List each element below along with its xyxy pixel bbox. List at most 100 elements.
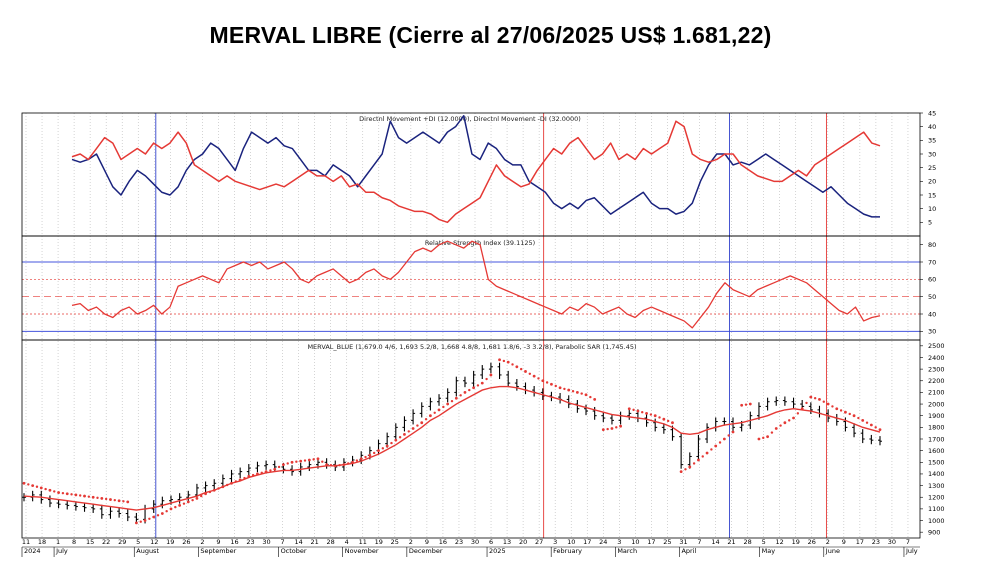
parabolic-sar-dot bbox=[295, 460, 298, 463]
parabolic-sar-dot bbox=[558, 386, 562, 390]
parabolic-sar-dot bbox=[152, 515, 156, 519]
parabolic-sar-dot bbox=[74, 493, 78, 497]
parabolic-sar-dot bbox=[117, 499, 121, 503]
price-y-tick-label: 900 bbox=[928, 528, 940, 536]
parabolic-sar-dot bbox=[679, 470, 683, 474]
parabolic-sar-dot bbox=[191, 498, 194, 502]
parabolic-sar-dot bbox=[865, 421, 869, 424]
parabolic-sar-dot bbox=[338, 464, 341, 467]
rsi-series-line bbox=[71, 240, 881, 329]
parabolic-sar-dot bbox=[571, 390, 575, 393]
dmi-series-plus-di bbox=[71, 114, 880, 218]
x-day-tick-label: 12 bbox=[776, 538, 784, 546]
parabolic-sar-dot bbox=[200, 494, 203, 498]
parabolic-sar-dot bbox=[472, 386, 476, 390]
price-y-tick-label: 1100 bbox=[928, 505, 945, 513]
parabolic-sar-dot bbox=[303, 459, 307, 462]
parabolic-sar-dot bbox=[31, 484, 35, 487]
rsi-y-tick-label: 50 bbox=[928, 293, 936, 301]
parabolic-sar-dot bbox=[701, 455, 704, 458]
x-day-tick-label: 7 bbox=[906, 538, 910, 546]
x-day-tick-label: 23 bbox=[455, 538, 463, 546]
parabolic-sar-dot bbox=[869, 423, 873, 427]
dmi-y-tick-label: 40 bbox=[928, 123, 936, 131]
parabolic-sar-dot bbox=[770, 431, 774, 434]
parabolic-sar-dot bbox=[852, 414, 856, 418]
parabolic-sar-dot bbox=[48, 488, 52, 492]
parabolic-sar-dot bbox=[269, 469, 272, 472]
parabolic-sar-dot bbox=[766, 435, 769, 439]
x-day-tick-label: 23 bbox=[872, 538, 880, 546]
x-month-label: 2024 bbox=[24, 547, 41, 555]
dmi-y-tick-label: 25 bbox=[928, 164, 936, 172]
x-day-tick-label: 14 bbox=[294, 538, 302, 546]
parabolic-sar-dot bbox=[532, 374, 536, 378]
price-y-tick-label: 1300 bbox=[928, 482, 945, 490]
parabolic-sar-dot bbox=[398, 436, 402, 439]
parabolic-sar-dot bbox=[35, 485, 39, 488]
parabolic-sar-dot bbox=[537, 377, 540, 380]
x-day-tick-label: 27 bbox=[535, 538, 543, 546]
x-day-tick-label: 11 bbox=[359, 538, 367, 546]
parabolic-sar-dot bbox=[416, 424, 419, 427]
x-day-tick-label: 21 bbox=[311, 538, 319, 546]
parabolic-sar-dot bbox=[627, 407, 631, 411]
parabolic-sar-dot bbox=[381, 447, 385, 450]
x-day-tick-label: 3 bbox=[617, 538, 621, 546]
x-day-tick-label: 14 bbox=[711, 538, 719, 546]
parabolic-sar-dot bbox=[247, 474, 251, 478]
parabolic-sar-dot bbox=[109, 498, 112, 501]
parabolic-sar-dot bbox=[359, 457, 363, 461]
parabolic-sar-dot bbox=[511, 363, 514, 366]
x-day-tick-label: 16 bbox=[230, 538, 238, 546]
parabolic-sar-dot bbox=[541, 379, 545, 383]
parabolic-sar-dot bbox=[658, 416, 661, 419]
x-day-tick-label: 8 bbox=[72, 538, 76, 546]
x-month-label: September bbox=[200, 547, 236, 555]
dmi-y-tick-label: 35 bbox=[928, 137, 936, 145]
parabolic-sar-dot bbox=[463, 391, 467, 394]
price-moving-average-line bbox=[23, 385, 881, 511]
price-y-tick-label: 1700 bbox=[928, 435, 945, 443]
parabolic-sar-dot bbox=[195, 497, 199, 500]
parabolic-sar-dot bbox=[238, 478, 242, 482]
x-day-tick-label: 4 bbox=[345, 538, 349, 546]
parabolic-sar-dot bbox=[355, 459, 359, 462]
parabolic-sar-dot bbox=[407, 430, 410, 433]
parabolic-sar-dot bbox=[800, 407, 804, 411]
dmi-y-tick-label: 20 bbox=[928, 178, 936, 186]
x-day-tick-label: 11 bbox=[22, 538, 30, 546]
parabolic-sar-dot bbox=[878, 428, 882, 432]
parabolic-sar-dot bbox=[744, 403, 748, 406]
price-y-tick-label: 1500 bbox=[928, 459, 945, 467]
x-day-tick-label: 24 bbox=[599, 538, 607, 546]
price-y-tick-label: 1200 bbox=[928, 494, 945, 502]
x-day-tick-label: 20 bbox=[519, 538, 527, 546]
parabolic-sar-dot bbox=[580, 392, 583, 395]
parabolic-sar-dot bbox=[826, 402, 830, 406]
price-y-tick-label: 2400 bbox=[928, 354, 945, 362]
parabolic-sar-dot bbox=[217, 487, 220, 490]
x-day-tick-label: 2 bbox=[200, 538, 204, 546]
x-month-label: June bbox=[825, 547, 840, 555]
parabolic-sar-dot bbox=[126, 500, 130, 504]
x-day-tick-label: 15 bbox=[86, 538, 94, 546]
parabolic-sar-dot bbox=[835, 407, 839, 411]
parabolic-sar-dot bbox=[385, 444, 389, 448]
parabolic-sar-dot bbox=[61, 491, 65, 495]
parabolic-sar-dot bbox=[165, 510, 168, 513]
price-panel-title: MERVAL_BLUE (1,679.0 4/6, 1,693 5.2/8, 1… bbox=[307, 343, 636, 351]
x-day-tick-label: 28 bbox=[327, 538, 335, 546]
price-y-tick-label: 2000 bbox=[928, 400, 945, 408]
parabolic-sar-dot bbox=[169, 507, 173, 511]
parabolic-sar-dot bbox=[498, 358, 501, 362]
parabolic-sar-dot bbox=[364, 455, 367, 459]
x-day-tick-label: 26 bbox=[808, 538, 816, 546]
parabolic-sar-dot bbox=[27, 483, 30, 486]
x-month-label: July bbox=[55, 547, 68, 555]
x-day-tick-label: 2 bbox=[826, 538, 830, 546]
parabolic-sar-dot bbox=[476, 384, 480, 387]
x-day-tick-label: 9 bbox=[842, 538, 846, 546]
parabolic-sar-dot bbox=[83, 494, 86, 498]
parabolic-sar-dot bbox=[316, 457, 320, 461]
